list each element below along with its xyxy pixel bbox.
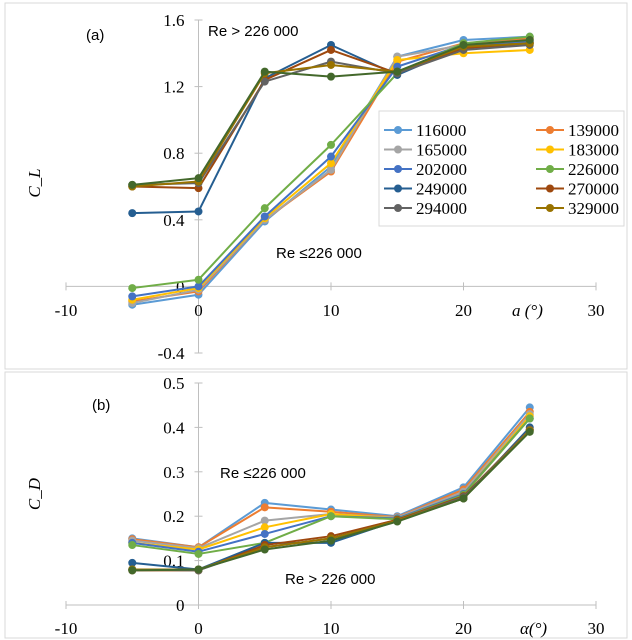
reynolds-annotation: Re > 226 000 xyxy=(285,571,376,588)
legend-swatch-marker xyxy=(394,126,402,134)
y-tick-label: 0.5 xyxy=(163,374,184,393)
reynolds-annotation: Re ≤226 000 xyxy=(220,465,306,482)
series-extra xyxy=(128,427,534,575)
data-point xyxy=(128,541,137,550)
legend-swatch-marker xyxy=(394,184,402,193)
legend-entry-label: 270000 xyxy=(568,180,619,199)
legend-entry-label: 165000 xyxy=(416,141,467,160)
data-point xyxy=(128,284,137,293)
data-point xyxy=(327,152,335,161)
legend-swatch-marker xyxy=(546,165,554,173)
x-tick-label: 0 xyxy=(194,301,203,320)
legend-entry-label: 294000 xyxy=(416,199,467,218)
legend-box xyxy=(378,110,625,227)
legend-entry-label: 139000 xyxy=(568,121,619,140)
x-axis-title: α(°) xyxy=(520,619,547,638)
legend-entry-label: 183000 xyxy=(568,141,619,160)
legend-entry-label: 202000 xyxy=(416,160,467,179)
chart-panel-a: -10 0 10 20 30 -0.4 0 0.4 0.8 1.2 1.6 a (°) C_L (a) Re… xyxy=(4,2,628,370)
x-axis-title: a (°) xyxy=(512,301,543,320)
legend-swatch-marker xyxy=(546,204,554,212)
x-tick-label: 20 xyxy=(455,619,472,638)
data-point xyxy=(327,45,335,54)
y-tick-label: 1.2 xyxy=(163,78,184,97)
data-point xyxy=(260,212,269,221)
data-point xyxy=(194,549,203,558)
x-tick-label: 20 xyxy=(455,301,472,320)
data-point xyxy=(459,40,468,49)
data-point xyxy=(393,67,402,76)
legend-swatch-marker xyxy=(394,204,402,212)
data-point xyxy=(194,174,203,183)
y-tick-label: 0.4 xyxy=(163,418,185,437)
data-point xyxy=(327,140,335,149)
data-point xyxy=(459,494,468,503)
data-point xyxy=(194,207,203,216)
data-point xyxy=(327,536,335,545)
data-point xyxy=(327,72,335,81)
data-point xyxy=(327,512,335,521)
x-tick-label: 10 xyxy=(323,619,340,638)
x-tick-label: -10 xyxy=(55,301,78,320)
data-point xyxy=(194,565,203,574)
data-point xyxy=(260,77,269,86)
data-point xyxy=(525,35,534,44)
x-tick-label: 30 xyxy=(588,301,605,320)
x-tick-label: -10 xyxy=(55,619,78,638)
data-point xyxy=(128,558,137,567)
y-axis-title: C_D xyxy=(25,477,44,510)
data-point xyxy=(327,60,335,69)
x-tick-label: 10 xyxy=(323,301,340,320)
data-point xyxy=(260,523,269,532)
y-tick-label: 0.4 xyxy=(163,211,185,230)
legend-entry-label: 226000 xyxy=(568,160,619,179)
data-point xyxy=(260,545,269,554)
reynolds-annotation: Re > 226 000 xyxy=(208,23,299,40)
legend-swatch-marker xyxy=(546,145,554,154)
data-point xyxy=(260,204,269,213)
data-point xyxy=(525,427,534,436)
data-point xyxy=(194,282,203,291)
data-point xyxy=(327,165,335,174)
data-point xyxy=(128,180,137,189)
y-tick-label: 0 xyxy=(176,277,185,296)
series-extra xyxy=(128,35,534,189)
legend-swatch-marker xyxy=(394,145,402,154)
legend-swatch-marker xyxy=(394,165,402,173)
legend-entry-label: 249000 xyxy=(416,180,467,199)
panel-tag: (b) xyxy=(92,397,110,414)
panel-tag: (a) xyxy=(86,27,104,44)
data-point xyxy=(260,67,269,76)
legend-entry-label: 116000 xyxy=(416,121,466,140)
y-tick-label: 0 xyxy=(176,596,185,615)
data-point xyxy=(327,159,335,168)
legend-swatch-marker xyxy=(546,126,554,134)
legend: 116000 139000 165000 183000 202000 226000 2490… xyxy=(378,110,625,227)
data-point xyxy=(260,516,269,525)
y-tick-label: -0.4 xyxy=(158,344,185,363)
legend-entry-label: 329000 xyxy=(568,199,619,218)
data-point xyxy=(128,292,137,301)
data-point xyxy=(128,566,137,575)
data-point xyxy=(260,529,269,538)
x-tick-label: 30 xyxy=(588,619,605,638)
y-axis-title: C_L xyxy=(25,168,44,197)
data-point xyxy=(194,275,203,284)
data-point xyxy=(260,503,269,512)
x-tick-label: 0 xyxy=(194,619,203,638)
reynolds-annotation: Re ≤226 000 xyxy=(276,245,362,262)
data-point xyxy=(128,209,137,218)
y-tick-label: 0.3 xyxy=(163,463,184,482)
y-tick-label: 0.8 xyxy=(163,144,184,163)
data-point xyxy=(393,517,402,526)
data-point xyxy=(393,55,402,64)
legend-swatch-marker xyxy=(546,184,554,193)
chart-panel-b: -10 0 10 20 3000.10.20.30.40.5α(°)C_D(b)Re ≤… xyxy=(4,371,628,639)
data-point xyxy=(525,414,534,423)
y-tick-label: 0.2 xyxy=(163,507,184,526)
y-tick-label: 1.6 xyxy=(163,11,184,30)
